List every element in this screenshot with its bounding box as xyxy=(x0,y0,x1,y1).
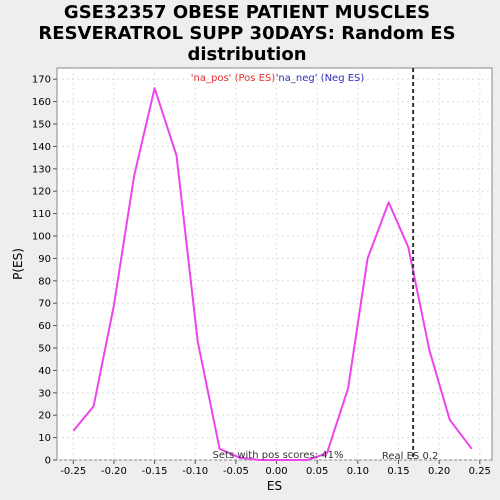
y-tick-label: 90 xyxy=(38,254,51,265)
y-tick-label: 10 xyxy=(38,433,51,444)
grid xyxy=(57,68,492,461)
y-tick-label: 60 xyxy=(38,321,51,332)
series xyxy=(72,87,473,461)
y-tick-label: 0 xyxy=(45,456,51,467)
x-tick-label: -0.15 xyxy=(142,466,168,477)
y-tick-label: 70 xyxy=(38,299,51,310)
x-axis-ticks: -0.25 -0.20 -0.15 -0.10 -0.05 0.00 0.05 0.10 0.1… xyxy=(60,460,491,477)
y-tick-label: 120 xyxy=(32,187,51,198)
y-tick-label: 160 xyxy=(32,97,51,108)
chart-title: GSE32357 OBESE PATIENT MUSCLESRESVERATRO… xyxy=(38,2,455,65)
x-tick-label: -0.20 xyxy=(101,466,127,477)
y-tick-label: 130 xyxy=(32,164,51,175)
y-axis-ticks: 0 10 20 30 40 50 60 70 80 90 100 110 120 130 140 150 160… xyxy=(32,75,57,467)
y-tick-label: 20 xyxy=(38,411,51,422)
x-axis-label: ES xyxy=(267,479,282,493)
y-tick-label: 140 xyxy=(32,142,51,153)
x-tick-label: 0.15 xyxy=(387,466,409,477)
x-tick-label: -0.10 xyxy=(182,466,208,477)
legend-entry: 'na_pos' (Pos ES) xyxy=(191,73,276,84)
plot-area xyxy=(56,67,493,461)
x-tick-label: 0.05 xyxy=(306,466,328,477)
y-tick-label: 170 xyxy=(32,75,51,86)
x-tick-label: -0.05 xyxy=(223,466,249,477)
real-es-label: Real ES 0.2 xyxy=(382,451,438,462)
y-tick-label: 100 xyxy=(32,232,51,243)
title-line-2: RESVERATROL SUPP 30DAYS: Random ES xyxy=(38,23,455,44)
y-tick-label: 150 xyxy=(32,120,51,131)
x-tick-label: -0.25 xyxy=(60,466,86,477)
y-tick-label: 80 xyxy=(38,276,51,287)
y-axis-label: P(ES) xyxy=(11,248,25,280)
title-line-1: GSE32357 OBESE PATIENT MUSCLES xyxy=(64,2,430,23)
x-tick-label: 0.20 xyxy=(428,466,450,477)
y-tick-label: 110 xyxy=(32,209,51,220)
pos-scores-annotation: Sets with pos scores: 41% xyxy=(213,450,344,461)
legend-entry: 'na_neg' (Neg ES) xyxy=(276,73,365,84)
y-tick-label: 40 xyxy=(38,366,51,377)
title-line-3: distribution xyxy=(187,44,306,65)
es-distribution-line xyxy=(72,87,473,461)
x-tick-label: 0.25 xyxy=(469,466,491,477)
legend: 'na_pos' (Pos ES)'na_neg' (Neg ES) xyxy=(191,73,365,84)
y-tick-label: 50 xyxy=(38,344,51,355)
x-tick-label: 0.00 xyxy=(265,466,287,477)
y-tick-label: 30 xyxy=(38,388,51,399)
x-tick-label: 0.10 xyxy=(347,466,369,477)
